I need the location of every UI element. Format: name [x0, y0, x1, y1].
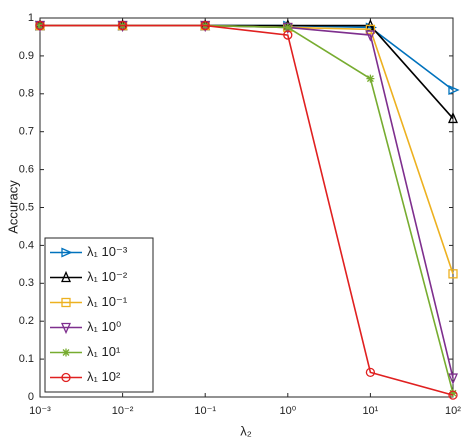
legend-marker — [61, 247, 73, 258]
marker — [448, 390, 458, 400]
y-tick-label: 0.9 — [19, 50, 34, 62]
y-tick-label: 0 — [28, 391, 34, 403]
legend-marker — [60, 270, 72, 283]
x-tick-label: 10⁻¹ — [194, 405, 216, 417]
marker — [117, 20, 128, 31]
y-tick-label: 0.5 — [19, 201, 34, 213]
y-tick-label: 0.1 — [19, 353, 34, 365]
marker — [448, 269, 458, 279]
marker — [283, 30, 293, 40]
y-tick-label: 0.8 — [19, 88, 34, 100]
marker — [365, 30, 376, 42]
legend-label: λ₁ 10⁻² — [87, 269, 128, 284]
legend-label: λ₁ 10⁻³ — [87, 244, 128, 259]
y-tick-label: 0.6 — [19, 164, 34, 176]
x-tick-label: 10¹ — [362, 405, 378, 417]
legend-marker — [61, 297, 71, 308]
y-tick-label: 0.7 — [19, 126, 34, 138]
y-tick-label: 0.4 — [19, 239, 34, 251]
y-tick-label: 0.2 — [19, 315, 34, 327]
marker — [200, 20, 210, 31]
marker — [366, 74, 375, 83]
legend: λ₁ 10⁻³ λ₁ 10⁻² λ₁ 10⁻¹ λ₁ 10⁰ λ₁ 10¹ λ₁ 10² — [44, 237, 154, 393]
legend-label: λ₁ 10⁻¹ — [87, 294, 128, 309]
x-tick-label: 10² — [445, 405, 461, 417]
marker — [449, 389, 457, 398]
y-tick-label: 1 — [28, 12, 34, 24]
marker — [283, 23, 292, 32]
legend-box — [44, 237, 154, 393]
y-axis-label: Accuracy — [5, 180, 20, 234]
x-axis-label: λ₂ — [240, 423, 252, 438]
marker — [447, 373, 459, 385]
legend-label: λ₁ 10¹ — [87, 344, 121, 359]
marker — [448, 85, 460, 96]
marker — [365, 367, 376, 378]
legend-label: λ₁ 10⁰ — [87, 319, 121, 334]
legend-marker — [60, 322, 72, 335]
series-line — [40, 24, 454, 396]
x-tick-label: 10⁻³ — [29, 405, 51, 417]
marker — [35, 20, 45, 31]
x-tick-label: 10⁰ — [279, 405, 296, 417]
y-tick-label: 0.3 — [19, 277, 34, 289]
legend-marker — [61, 372, 71, 383]
legend-marker — [62, 348, 70, 357]
legend-label: λ₁ 10² — [87, 369, 121, 384]
x-tick-label: 10⁻² — [112, 405, 134, 417]
marker — [365, 24, 376, 35]
marker — [447, 111, 459, 124]
